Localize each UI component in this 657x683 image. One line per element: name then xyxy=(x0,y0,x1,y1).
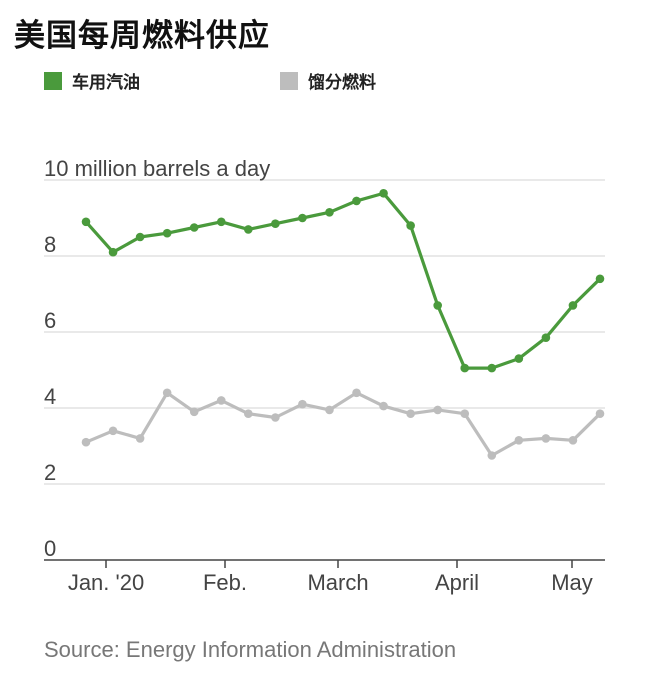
data-point-gasoline xyxy=(352,196,361,206)
data-point-distillate xyxy=(135,434,145,443)
data-point-gasoline xyxy=(541,333,551,343)
data-point-gasoline xyxy=(568,301,578,310)
data-point-distillate xyxy=(162,388,172,398)
legend-swatch-distillate xyxy=(280,71,298,90)
data-point-distillate xyxy=(352,388,361,398)
data-point-gasoline xyxy=(271,219,280,228)
data-point-gasoline xyxy=(162,228,172,238)
data-point-distillate xyxy=(460,409,470,419)
data-point-gasoline xyxy=(135,232,145,242)
data-point-distillate xyxy=(487,451,497,460)
data-point-gasoline xyxy=(325,208,334,217)
data-point-distillate xyxy=(81,437,91,447)
y-tick-label: 8 xyxy=(44,232,56,257)
data-point-distillate xyxy=(433,405,442,415)
legend-swatch-gasoline xyxy=(44,71,62,90)
data-point-gasoline xyxy=(595,274,605,284)
y-tick-label: 2 xyxy=(44,460,56,485)
x-tick-label: Feb. xyxy=(203,570,247,595)
x-tick-label: April xyxy=(435,570,479,595)
data-point-gasoline xyxy=(298,213,307,223)
x-tick-label: May xyxy=(551,570,593,595)
data-point-distillate xyxy=(108,426,118,436)
chart-title: 美国每周燃料供应 xyxy=(14,18,270,54)
y-tick-label: 4 xyxy=(44,384,56,409)
legend-label-distillate: 馏分燃料 xyxy=(308,73,376,93)
x-tick-label: March xyxy=(307,570,368,595)
y-tick-label: 6 xyxy=(44,308,56,333)
data-point-gasoline xyxy=(406,221,415,230)
data-point-distillate xyxy=(244,409,253,419)
data-point-distillate xyxy=(298,399,307,409)
legend-item-distillate: 馏分燃料 xyxy=(280,68,376,93)
data-point-distillate xyxy=(541,434,551,443)
x-tick-label: Jan. '20 xyxy=(68,570,144,595)
data-point-distillate xyxy=(406,409,415,419)
data-point-distillate xyxy=(189,407,199,417)
data-point-gasoline xyxy=(81,217,91,227)
data-point-distillate xyxy=(568,436,578,445)
series-line-gasoline xyxy=(84,191,602,370)
series-line-distillate xyxy=(85,391,602,458)
data-point-gasoline xyxy=(433,301,442,310)
data-point-gasoline xyxy=(514,354,524,363)
chart-legend: 车用汽油 馏分燃料 xyxy=(44,68,637,94)
data-point-gasoline xyxy=(244,225,253,234)
data-point-distillate xyxy=(325,405,334,415)
data-point-distillate xyxy=(379,401,388,411)
data-point-distillate xyxy=(216,396,226,405)
y-tick-label: 10 million barrels a day xyxy=(44,156,270,181)
data-point-gasoline xyxy=(108,247,118,257)
data-point-gasoline xyxy=(460,363,470,373)
data-point-gasoline xyxy=(487,363,497,373)
data-point-distillate xyxy=(595,409,605,419)
data-point-gasoline xyxy=(189,223,199,232)
y-tick-label: 0 xyxy=(44,536,56,561)
data-point-distillate xyxy=(271,413,280,422)
data-point-gasoline xyxy=(216,217,226,227)
legend-item-gasoline: 车用汽油 xyxy=(44,68,140,93)
data-point-distillate xyxy=(514,436,524,445)
data-point-gasoline xyxy=(379,189,388,198)
legend-label-gasoline: 车用汽油 xyxy=(72,73,140,93)
source-note: Source: Energy Information Administratio… xyxy=(44,637,457,662)
